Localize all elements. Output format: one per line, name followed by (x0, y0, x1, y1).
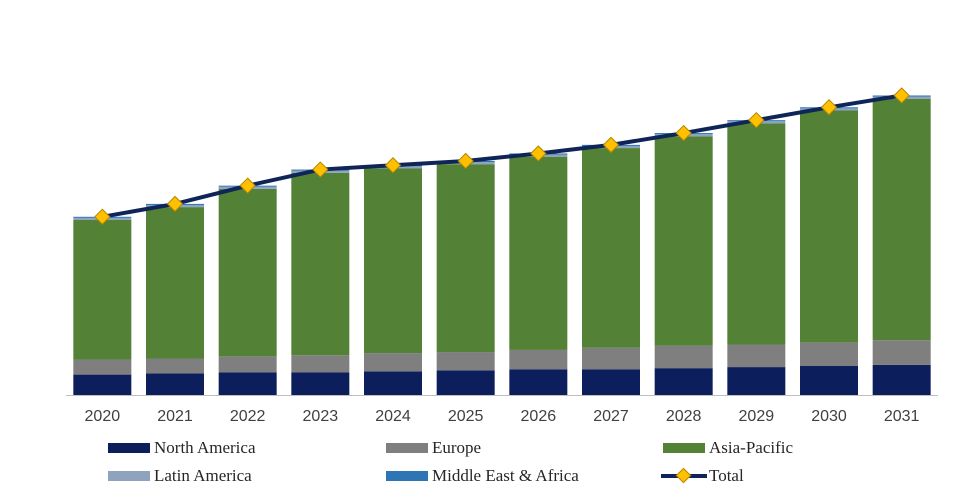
legend-label: Latin America (154, 466, 252, 485)
bar-north-america-2021 (146, 373, 204, 395)
bar-asia-pacific-2028 (654, 136, 713, 346)
bar-layer (73, 95, 931, 395)
total-marker-2031 (893, 87, 910, 104)
total-marker-2023 (312, 161, 329, 178)
bar-europe-2022 (218, 356, 277, 373)
total-marker-2028 (675, 124, 692, 142)
total-line (101, 93, 902, 219)
legend-item-total: Total (661, 462, 744, 490)
legend-item-asia-pacific: Asia-Pacific (663, 434, 793, 462)
x-tick-label: 2030 (811, 408, 847, 425)
legend-swatch-north-america (108, 443, 150, 453)
total-marker-2026 (530, 145, 547, 162)
bar-north-america-2027 (582, 369, 640, 395)
total-marker-2027 (602, 136, 620, 154)
bar-europe-2025 (436, 352, 495, 371)
bar-europe-2030 (800, 342, 858, 367)
bar-north-america-2024 (364, 371, 422, 395)
legend-item-latin-america: Latin America (108, 462, 252, 490)
x-tick-label: 2025 (448, 408, 484, 425)
legend-swatch-middle-east-africa (386, 471, 428, 481)
bar-north-america-2030 (800, 366, 858, 395)
total-marker-2024 (384, 157, 402, 174)
x-tick-label: 2020 (85, 408, 121, 425)
bar-north-america-2029 (727, 367, 786, 395)
legend-label: Total (709, 466, 744, 485)
bar-europe-2029 (727, 344, 786, 368)
legend-label: Middle East & Africa (432, 466, 579, 485)
legend-label: Asia-Pacific (709, 438, 794, 457)
bar-europe-2024 (364, 353, 422, 372)
bar-asia-pacific-2022 (218, 188, 277, 357)
bar-europe-2027 (582, 347, 640, 370)
bar-asia-pacific-2023 (291, 172, 350, 356)
bar-north-america-2023 (291, 372, 350, 395)
legend-swatch-europe (386, 443, 428, 453)
bar-asia-pacific-2026 (509, 156, 568, 350)
total-marker-2022 (239, 177, 256, 194)
legend-label: Europe (432, 438, 482, 457)
bar-asia-pacific-2029 (727, 123, 786, 345)
total-line-layer (94, 87, 910, 225)
x-tick-labels: 2020 2021 2022 2023 2024 2025 2026 2027 2028 2029… (85, 408, 920, 425)
x-tick-label: 2021 (157, 408, 193, 425)
bar-europe-2020 (73, 359, 132, 375)
bar-asia-pacific-2030 (800, 110, 858, 343)
x-tick-label: 2024 (375, 408, 411, 425)
bar-europe-2028 (654, 345, 713, 369)
bar-north-america-2028 (654, 368, 713, 395)
legend: North America Europe Asia-Pacific Latin … (0, 432, 969, 502)
x-tick-label: 2027 (593, 408, 629, 425)
x-tick-label: 2026 (521, 408, 557, 425)
bar-asia-pacific-2021 (146, 207, 204, 359)
bar-europe-2021 (146, 358, 204, 374)
x-tick-label: 2029 (739, 408, 775, 425)
bar-europe-2026 (509, 349, 568, 370)
bar-north-america-2025 (436, 370, 495, 395)
bar-north-america-2020 (73, 374, 132, 395)
total-marker-2020 (94, 208, 111, 225)
legend-line-marker-icon (661, 467, 707, 484)
bar-asia-pacific-2024 (364, 168, 422, 354)
legend-label: North America (154, 438, 256, 457)
x-tick-label: 2022 (230, 408, 266, 425)
legend-item-europe: Europe (386, 434, 481, 462)
x-tick-label: 2023 (303, 408, 339, 425)
legend-swatch-asia-pacific (663, 443, 705, 453)
bar-north-america-2026 (509, 369, 568, 395)
total-marker-2029 (748, 111, 765, 129)
x-tick-label: 2031 (884, 408, 920, 425)
bar-asia-pacific-2020 (73, 220, 132, 360)
legend-swatch-latin-america (108, 471, 150, 481)
bar-europe-2023 (291, 355, 350, 373)
bar-north-america-2022 (218, 372, 277, 395)
legend-item-north-america: North America (108, 434, 256, 462)
total-marker-2021 (166, 195, 184, 213)
total-marker-2030 (820, 99, 838, 116)
x-tick-label: 2028 (666, 408, 702, 425)
bar-north-america-2031 (872, 364, 931, 395)
bar-asia-pacific-2031 (872, 98, 931, 341)
bar-asia-pacific-2027 (582, 148, 640, 348)
legend-item-middle-east-africa: Middle East & Africa (386, 462, 579, 490)
bar-europe-2031 (872, 340, 931, 365)
bar-asia-pacific-2025 (436, 164, 495, 353)
total-marker-2025 (457, 152, 474, 170)
